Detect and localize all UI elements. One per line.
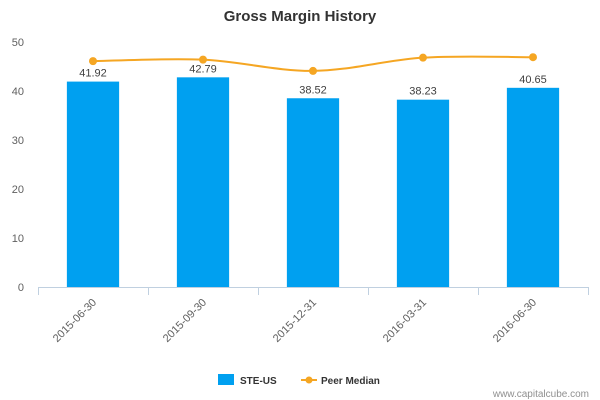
x-tick-label: 2015-09-30	[161, 297, 209, 345]
legend-marker-peer-median	[305, 376, 313, 384]
bar-data-label: 41.92	[79, 68, 107, 80]
legend-label-ste-us: STE-US	[240, 376, 277, 387]
y-tick-label: 10	[12, 233, 24, 245]
x-tick-label: 2015-06-30	[51, 297, 99, 345]
bar-data-label: 38.23	[409, 86, 437, 98]
bar	[506, 87, 560, 287]
legend-label-peer-median: Peer Median	[321, 376, 380, 387]
bar	[66, 81, 120, 287]
watermark: www.capitalcube.com	[492, 389, 589, 400]
legend-swatch-ste-us	[218, 374, 234, 385]
x-tick-label: 2016-03-31	[381, 297, 429, 345]
bar	[396, 99, 450, 287]
bar-data-label: 38.52	[299, 84, 327, 96]
peer-median-point	[419, 53, 427, 62]
x-tick-label: 2016-06-30	[491, 297, 539, 345]
peer-median-point	[309, 66, 317, 75]
peer-median-point	[89, 57, 97, 66]
bar	[176, 77, 230, 287]
bar	[286, 98, 340, 287]
bar-data-label: 40.65	[519, 74, 547, 86]
chart-title: Gross Margin History	[224, 8, 377, 25]
y-tick-label: 20	[12, 184, 24, 196]
y-tick-label: 30	[12, 135, 24, 147]
x-tick-label: 2015-12-31	[271, 297, 319, 345]
bars: 41.92 42.79 38.52 38.23 40.65	[66, 63, 560, 287]
y-tick-label: 40	[12, 86, 24, 98]
peer-median-point	[529, 53, 537, 62]
peer-median-line	[89, 53, 537, 75]
y-tick-label: 50	[12, 37, 24, 49]
bar-data-label: 42.79	[189, 63, 217, 75]
peer-median-point	[199, 55, 207, 64]
y-tick-label: 0	[18, 282, 24, 294]
legend: STE-US Peer Median	[218, 374, 380, 387]
